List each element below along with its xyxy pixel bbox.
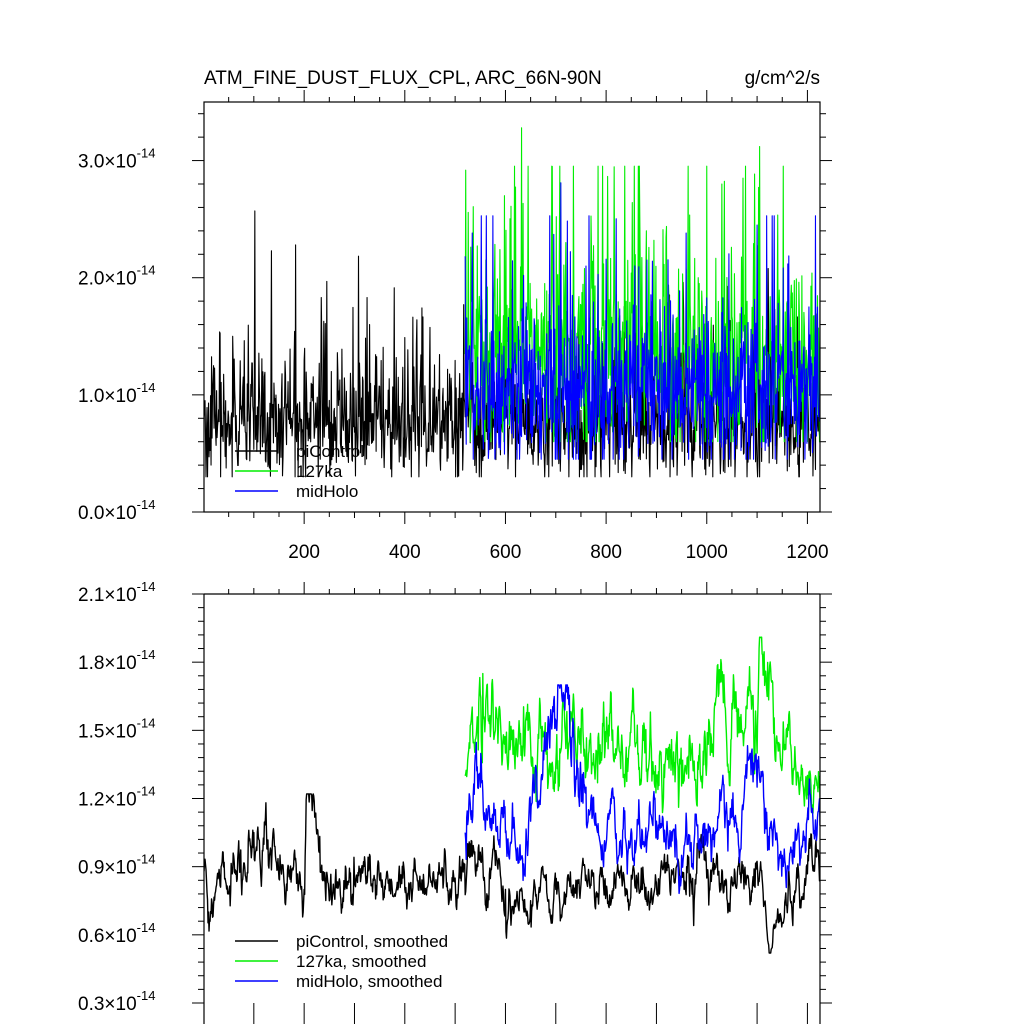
bottom-series-group [204, 636, 820, 954]
top-panel-units: g/cm^2/s [745, 68, 820, 89]
legend-label: 127ka [296, 462, 343, 481]
top-panel-title: ATM_FINE_DUST_FLUX_CPL, ARC_66N-90N [204, 68, 602, 89]
bottom-axes: 0.3×10-14 0.6×10-14 0.9×10-14 1.2×10-14 1.5×… [78, 579, 832, 1024]
legend-label: midHolo [296, 482, 358, 501]
top-series-group [204, 127, 820, 478]
y-tick-label: 2.0×10-14 [78, 263, 155, 290]
x-tick-label: 400 [389, 542, 421, 563]
y-tick-label: 0.6×10-14 [78, 920, 155, 947]
x-tick-label: 1000 [686, 542, 728, 563]
top-panel: ATM_FINE_DUST_FLUX_CPL, ARC_66N-90N g/cm… [78, 68, 832, 563]
y-tick-label: 2.1×10-14 [78, 579, 155, 606]
legend-label: midHolo, smoothed [296, 972, 442, 991]
y-tick-label: 1.8×10-14 [78, 647, 155, 674]
y-tick-label: 3.0×10-14 [78, 146, 155, 173]
top-axes: 200 400 600 800 1000 1200 0.0×10-14 1.0×10-14 2.… [78, 90, 832, 563]
y-tick-label: 0.9×10-14 [78, 852, 155, 879]
y-tick-label: 0.0×10-14 [78, 497, 155, 524]
series-line-picontrol-smoothed [204, 793, 820, 954]
y-tick-label: 1.5×10-14 [78, 715, 155, 742]
x-tick-label: 800 [590, 542, 622, 563]
x-tick-label: 1200 [786, 542, 828, 563]
legend-label: piControl, smoothed [296, 932, 448, 951]
top-plot-frame [203, 101, 821, 513]
y-tick-label: 1.2×10-14 [78, 784, 155, 811]
x-tick-label: 600 [490, 542, 522, 563]
x-tick-label: 200 [288, 542, 320, 563]
y-tick-label: 0.3×10-14 [78, 988, 155, 1015]
legend-label: piControl [296, 442, 364, 461]
series-line-127ka-smoothed [464, 636, 820, 815]
y-tick-label: 1.0×10-14 [78, 380, 155, 407]
legend-label: 127ka, smoothed [296, 952, 426, 971]
series-line-midholo [464, 182, 820, 460]
series-line-midholo-smoothed [464, 684, 820, 895]
